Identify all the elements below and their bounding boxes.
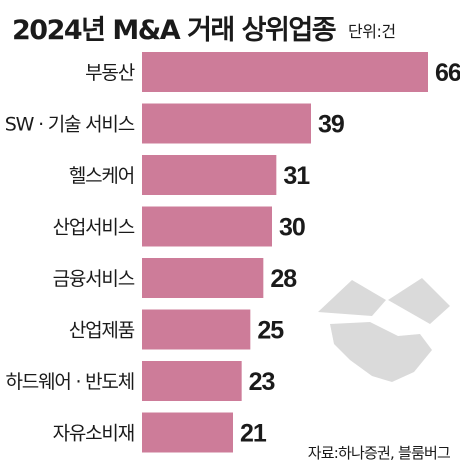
chart-header: 2024년 M&A 거래 상위업종 단위:건 <box>12 6 452 46</box>
value-label: 39 <box>318 111 344 139</box>
bar-7 <box>142 361 242 401</box>
source-note: 자료:하나증권, 블룸버그 <box>307 444 451 462</box>
value-label: 66 <box>435 59 460 87</box>
value-label: 25 <box>257 317 284 345</box>
unit-label: 단위:건 <box>348 22 396 41</box>
category-label: 산업제품 <box>69 320 135 342</box>
category-label: 산업서비스 <box>53 217 135 239</box>
category-label: 헬스케어 <box>69 165 134 187</box>
category-label: 자유소비재 <box>53 423 134 445</box>
value-label: 31 <box>283 162 310 190</box>
bar-5 <box>142 258 264 298</box>
value-label: 30 <box>279 214 305 242</box>
bar-8 <box>142 412 233 453</box>
category-label: 금융서비스 <box>53 268 135 290</box>
chart-title: 2024년 M&A 거래 상위업종 <box>12 15 337 46</box>
category-label: 부동산 <box>85 62 135 84</box>
bar-4 <box>142 206 272 247</box>
category-label: SW · 기술 서비스 <box>5 114 135 136</box>
bar-3 <box>142 155 277 195</box>
category-label: 하드웨어 · 반도체 <box>6 371 134 393</box>
value-label: 28 <box>270 265 297 293</box>
bar-6 <box>142 309 251 350</box>
handshake-icon <box>318 278 450 382</box>
value-label: 23 <box>249 368 275 396</box>
bar-2 <box>142 103 311 144</box>
value-label: 21 <box>240 420 267 448</box>
bar-1 <box>142 52 428 92</box>
